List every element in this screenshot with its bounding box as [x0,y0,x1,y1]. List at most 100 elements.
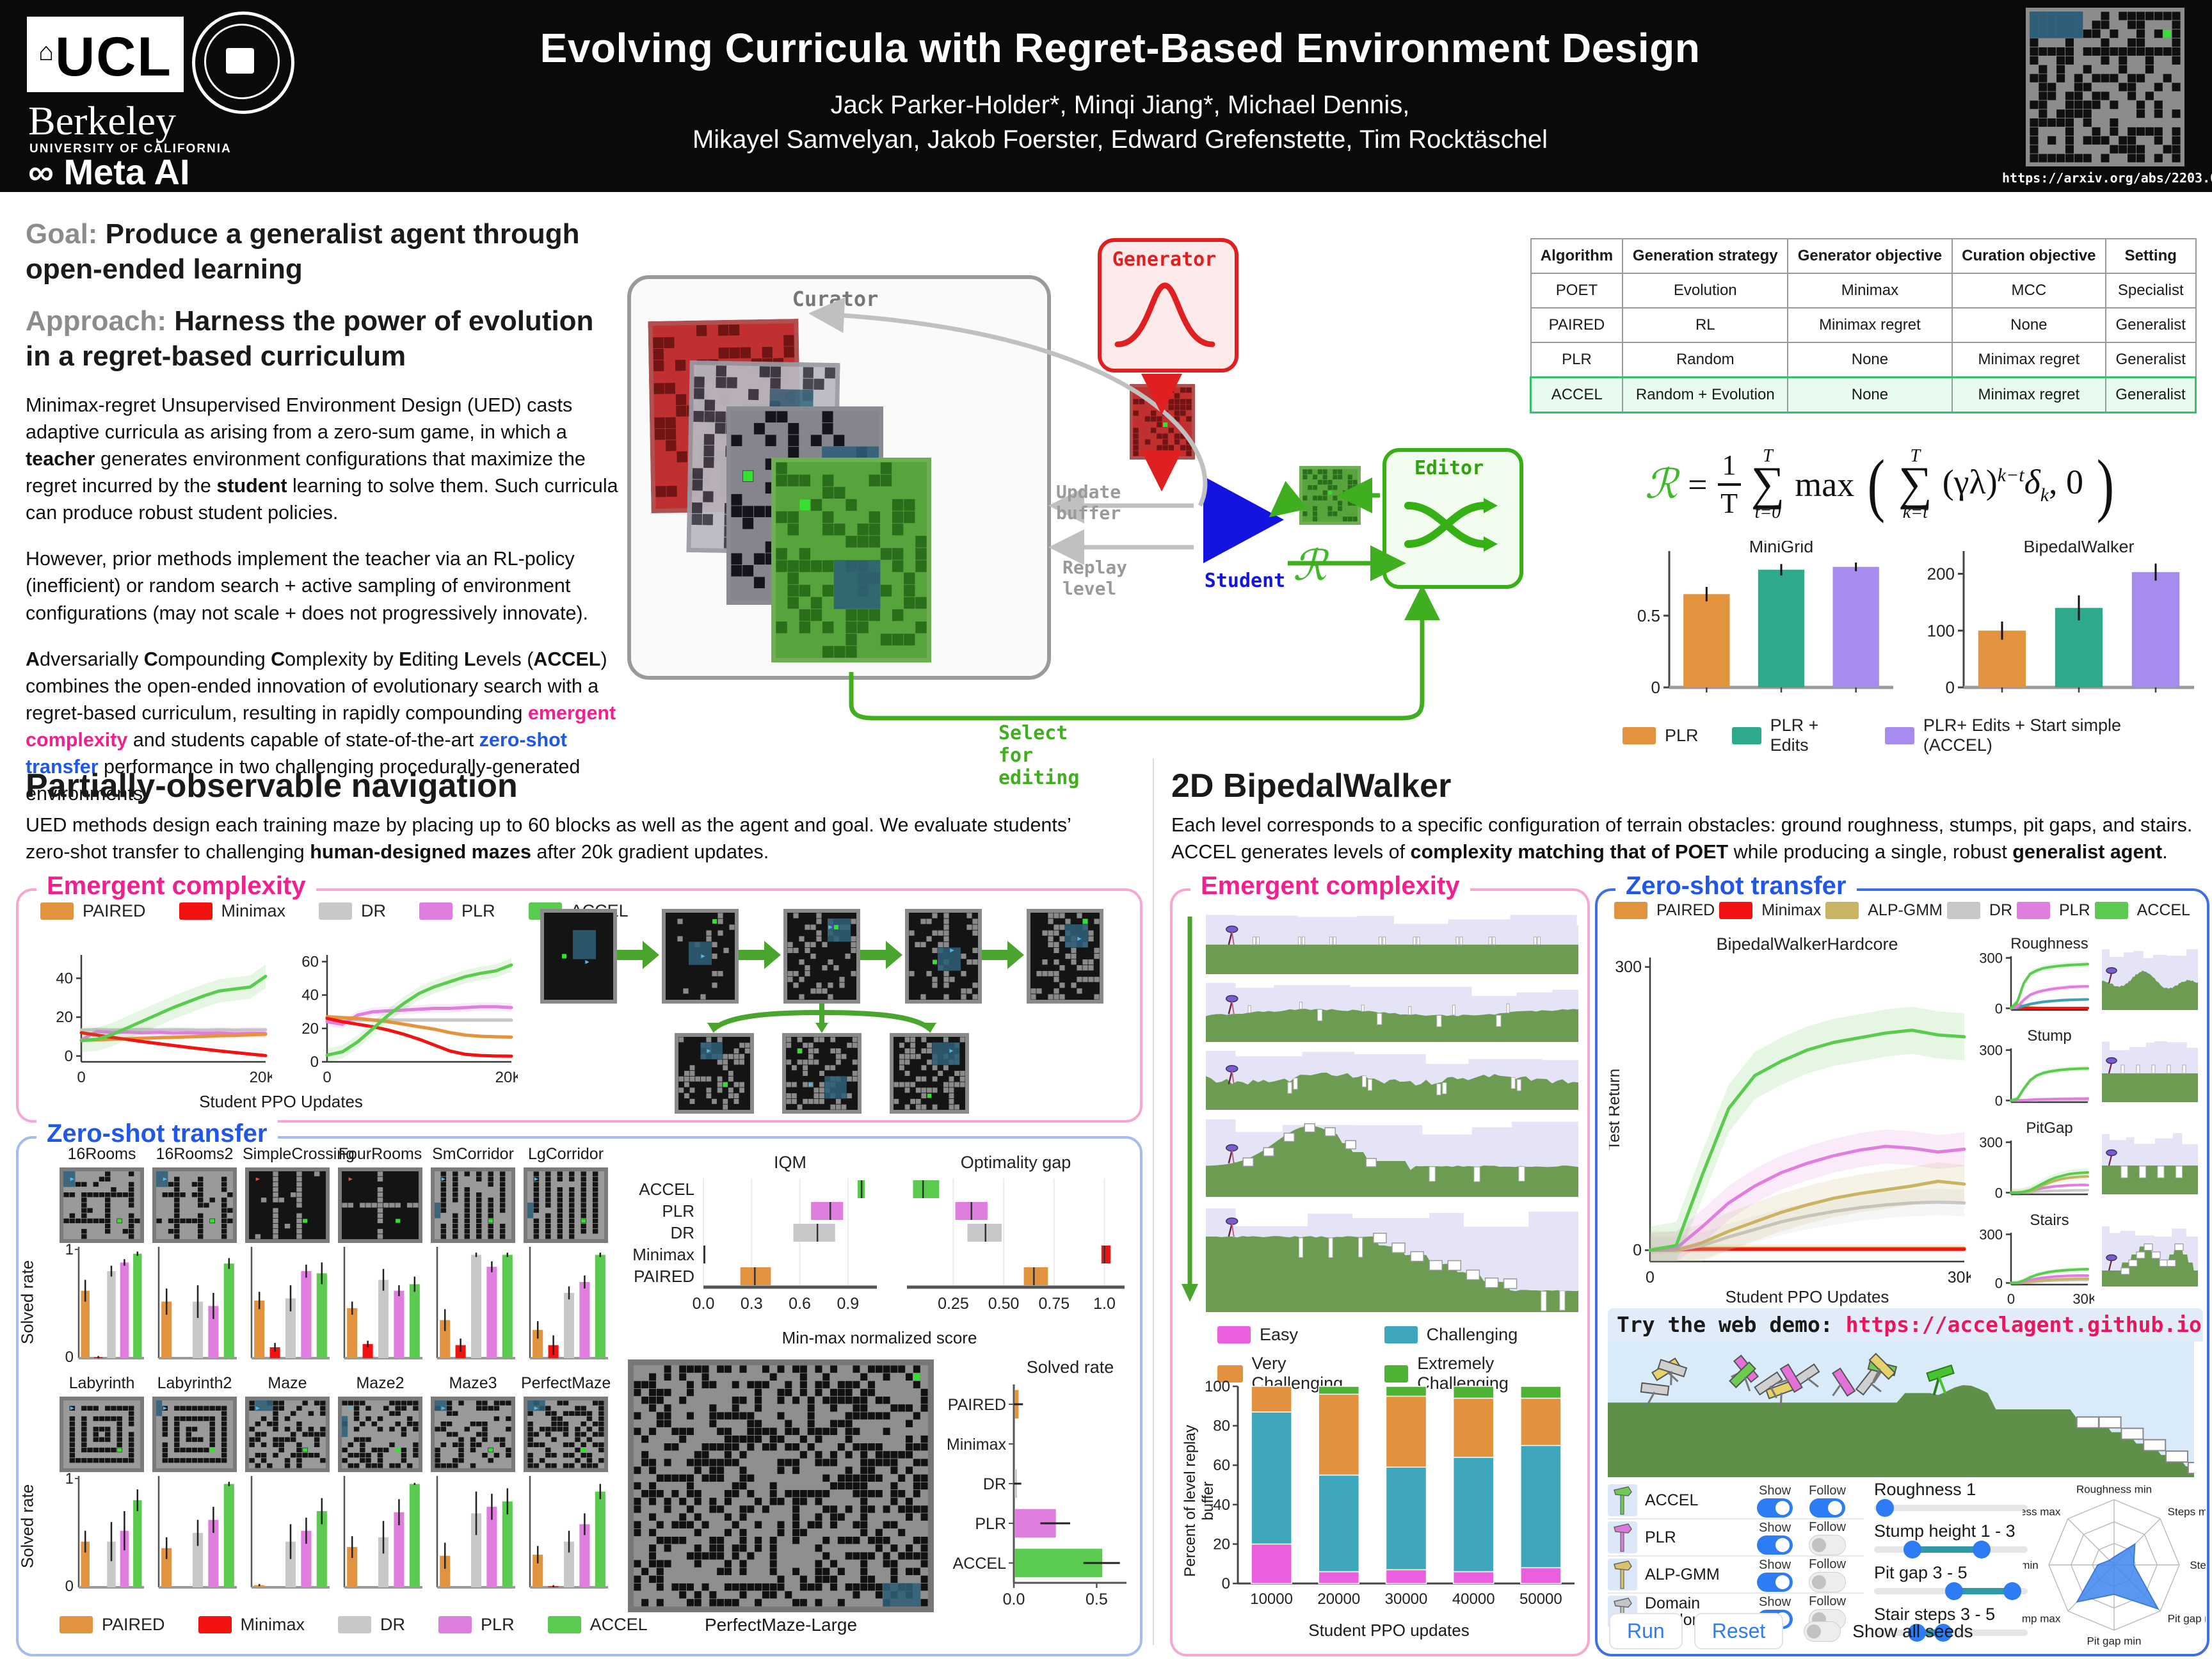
student-icon [1203,476,1284,563]
num-blocks-chart: 0 20 40 60 0 20K [301,953,518,1086]
svg-text:20: 20 [1213,1535,1230,1553]
svg-text:40: 40 [1213,1496,1230,1514]
replay-level-label: Replay level [1062,557,1128,599]
walker-zeroshot-box: Zero-shot transfer PAIRED Minimax ALP-GMM D… [1595,872,2209,1656]
follow-label: Follow [1809,1519,1846,1534]
legend-item: PLR + Edits [1731,716,1852,755]
web-demo-link[interactable]: https://accelagent.github.io [1845,1312,2202,1337]
show-toggle[interactable] [1757,1535,1793,1555]
maze-eval-column: PerfectMaze [521,1374,611,1592]
svg-text:100: 100 [1205,1379,1230,1395]
svg-text:IQM: IQM [774,1153,806,1172]
buffer-stacked-chart: 0 20 40 60 80 100 10000 20000 30000 40000 50000 [1205,1379,1575,1608]
legend-item: PLR [438,1615,515,1635]
perfect-maze-large [628,1359,934,1612]
slider[interactable] [1874,1582,2028,1600]
legend-swatch [1884,726,1914,744]
reset-button[interactable]: Reset [1694,1613,1784,1649]
svg-text:Minimax: Minimax [632,1245,694,1264]
update-buffer-label: Update buffer [1056,481,1121,524]
editor-label: Editor [1414,457,1484,479]
slider-label: Pit gap 3 - 5 [1874,1563,1968,1582]
solved-rate-ylabel: Solved rate [17,1260,37,1345]
slider[interactable] [1874,1624,2028,1642]
legend-swatch [547,1616,581,1633]
solved-rate-bars [343,1476,422,1589]
show-all-seeds-toggle[interactable] [1804,1621,1841,1642]
slider-knob[interactable] [1934,1624,1952,1642]
run-button[interactable]: Run [1609,1613,1683,1649]
legend-swatch [1623,726,1656,744]
legend-swatch [1719,902,1753,919]
svg-text:DR: DR [983,1475,1006,1493]
show-toggle[interactable] [1757,1498,1793,1518]
legend-item: Minimax [198,1615,305,1635]
legend-item: PLR+ Edits + Start simple (ACCEL) [1884,716,2165,755]
maze-thumbnail [152,1167,237,1243]
show-toggle[interactable] [1757,1572,1793,1592]
svg-text:300: 300 [1979,1135,2003,1151]
legend-swatch [1731,726,1761,744]
follow-toggle[interactable] [1809,1571,1846,1592]
nav-zeroshot-box: Zero-shot transfer Solved rate Solved ra… [16,1119,1142,1656]
maze-thumbnail [338,1397,422,1472]
maze-name: Labyrinth2 [157,1374,232,1392]
legend-item: PLR [1623,726,1699,746]
maze-name: FourRooms [338,1145,422,1163]
maze-thumbnail [524,1397,608,1472]
authors-line1: Jack Parker-Holder*, Minqi Jiang*, Micha… [830,91,1410,119]
solved-rate-bars [436,1247,515,1359]
slider-knob[interactable] [1875,1499,1894,1517]
algorithm-table: Algorithm Generation strategy Generator o… [1530,238,2197,413]
maze-eval-column: Maze2 [335,1374,425,1592]
demo-agent-row: ALP-GMM Show Follow [1608,1555,1864,1592]
table-row: PLR Random None Minimax regret Generalist [1530,342,2197,378]
solved-rate-bars: 10 [65,1243,144,1363]
legend-swatch [179,902,212,920]
slider-knob[interactable] [1944,1582,1963,1600]
agent-name: ACCEL [1645,1491,1699,1509]
svg-text:0: 0 [77,1069,85,1086]
svg-text:0: 0 [65,1578,74,1592]
flow-arrow-icon [860,941,902,969]
slider-knob[interactable] [1973,1541,1991,1559]
flow-arrow-icon [739,941,781,969]
legend-item: DR [1946,901,2012,920]
follow-toggle[interactable] [1809,1498,1845,1518]
svg-text:300: 300 [1615,958,1642,976]
legend-swatch [1217,1365,1243,1382]
slider-knob[interactable] [1908,1624,1927,1642]
svg-text:300: 300 [1979,1043,2003,1059]
svg-text:0: 0 [2007,1291,2015,1306]
maze-name: Maze2 [356,1374,405,1392]
legend-item: PLR [2016,901,2090,920]
slider-knob[interactable] [2003,1582,2021,1600]
slider-knob[interactable] [1903,1541,1921,1559]
svg-text:20: 20 [301,1020,319,1038]
legend-item: ACCEL [547,1615,648,1635]
pitgap-chart: 0 300 PitGap [1979,1121,2089,1201]
svg-text:1.0: 1.0 [1093,1295,1116,1313]
slider[interactable] [1874,1499,2028,1517]
ucl-dome-icon: ⌂ [38,38,56,66]
follow-toggle[interactable] [1809,1534,1846,1555]
maze-name: 16Rooms [67,1145,136,1163]
legend-swatch [198,1616,232,1633]
qr-caption[interactable]: https://arxiv.org/abs/2203.01302 [2002,170,2212,186]
svg-text:0: 0 [1633,1241,1642,1259]
legend-swatch [1946,902,1980,919]
slider-label: Roughness 1 [1874,1480,1976,1499]
maze-name: Maze3 [449,1374,497,1392]
maze-thumbnail [431,1167,515,1243]
agent-name: ALP-GMM [1645,1565,1720,1583]
nav-emergent-label: Emergent complexity [36,872,316,901]
maze-name: SmCorridor [432,1145,514,1163]
maze-name: LgCorridor [527,1145,604,1163]
walker-zeroshot-legend: PAIRED Minimax ALP-GMM DR PLR ACCEL [1614,901,2190,920]
flow-child-maze-2 [782,1033,862,1114]
maze-eval-column: Labyrinth2 [150,1374,239,1592]
svg-text:Minimax: Minimax [947,1436,1007,1454]
maze-eval-column: 16Rooms 1 0 [57,1145,147,1363]
slider[interactable] [1874,1541,2028,1559]
zeroshot-maze-grid-row2: Labyrinth 1 0 Labyrinth2 Maze Maze2 Maze3 Perfe… [57,1374,620,1592]
